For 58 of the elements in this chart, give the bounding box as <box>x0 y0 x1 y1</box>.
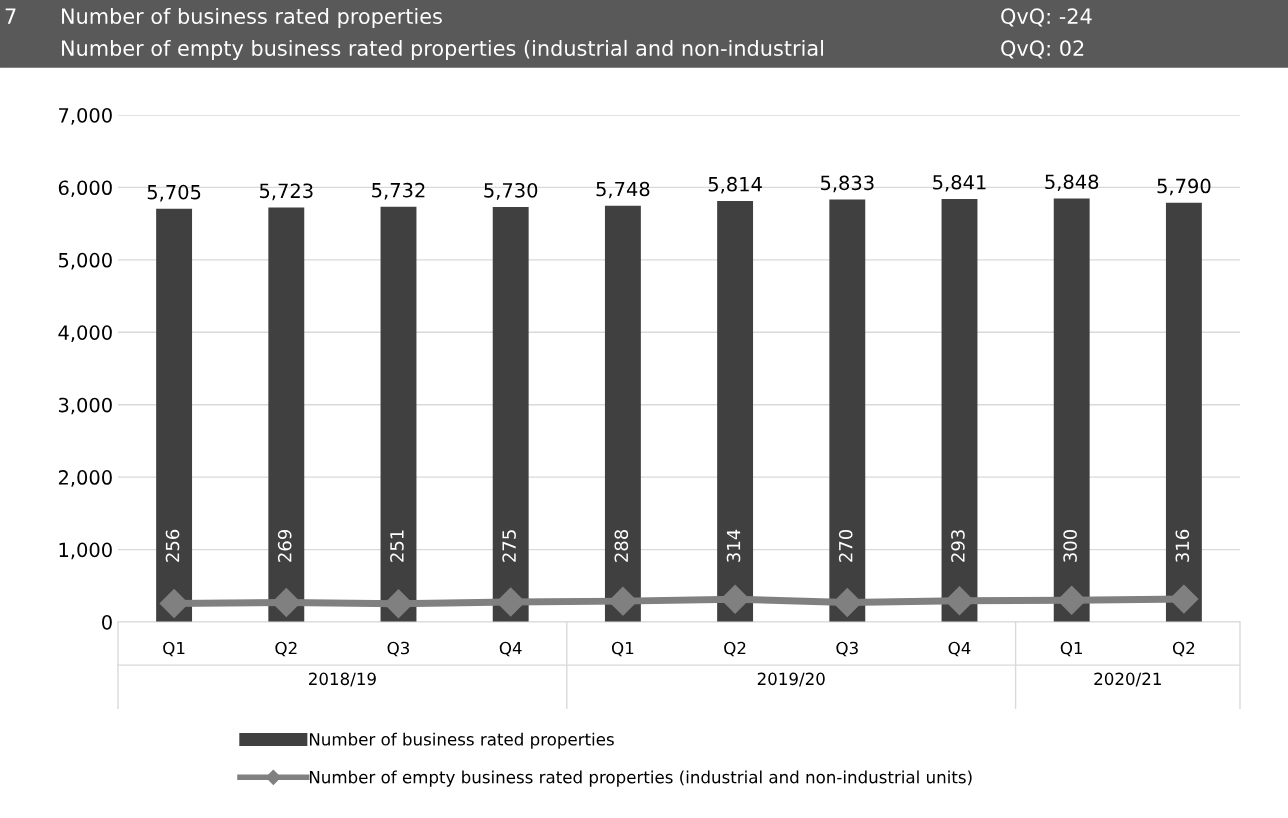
data-label: 300 <box>1063 529 1077 562</box>
data-label: 5,732 <box>372 182 425 200</box>
data-label: 5,814 <box>708 176 762 194</box>
data-label: 5,790 <box>1157 178 1211 196</box>
bar <box>829 199 866 622</box>
x-tick-label: Q3 <box>387 641 410 657</box>
data-label: 5,730 <box>484 182 538 200</box>
y-tick-label: 7,000 <box>59 107 112 125</box>
y-tick-label: 2,000 <box>58 470 112 487</box>
x-tick-label: Q3 <box>836 641 858 657</box>
x-tick-label: Q2 <box>724 641 746 657</box>
data-label: 5,705 <box>147 184 201 202</box>
bar <box>268 207 305 622</box>
bar <box>717 200 754 622</box>
data-label: 269 <box>277 529 292 562</box>
text: 7 <box>5 8 16 24</box>
x-tick-label: Q2 <box>275 641 297 657</box>
y-tick-label: 6,000 <box>58 180 112 198</box>
text: 2019/20 <box>757 672 825 687</box>
bar <box>1165 202 1202 622</box>
data-label: 288 <box>614 529 629 562</box>
data-label: 5,723 <box>259 183 313 201</box>
data-label: 314 <box>726 529 741 562</box>
x-tick-label: Q1 <box>163 641 185 657</box>
data-label: 293 <box>951 530 965 562</box>
bar <box>941 198 978 622</box>
data-label: 5,841 <box>933 174 986 192</box>
bar <box>156 208 193 622</box>
x-tick-label: Q1 <box>1060 641 1083 657</box>
y-tick-label: 1,000 <box>59 542 112 560</box>
bar <box>492 206 529 622</box>
y-tick-label: 5,000 <box>58 252 112 270</box>
x-tick-label: Q1 <box>611 641 634 657</box>
y-tick-label: 4,000 <box>58 325 112 342</box>
x-tick-label: Q2 <box>1172 641 1195 657</box>
data-label: 5,833 <box>820 175 874 193</box>
x-tick-label: Q4 <box>499 641 522 657</box>
data-label: 5,848 <box>1045 174 1099 192</box>
bar <box>604 205 641 622</box>
chart-title: Number of business rated properties <box>62 7 442 29</box>
text: QvQ: 02 <box>1001 40 1084 59</box>
x-tick-label: Q4 <box>948 641 971 657</box>
data-label: 256 <box>165 529 180 562</box>
text: 2018/19 <box>309 672 376 687</box>
data-label: 316 <box>1175 529 1190 562</box>
data-label: 251 <box>390 530 404 562</box>
legend-label: Number of business rated properties <box>309 732 614 749</box>
bar <box>1053 198 1090 622</box>
bar <box>380 206 417 622</box>
data-label: 275 <box>502 530 516 562</box>
chart-subtitle: Number of empty business rated properties (industrial and non-industrial <box>62 39 823 61</box>
data-label: 270 <box>838 529 853 562</box>
text: QvQ: -24 <box>1001 8 1092 27</box>
legend-label: Number of empty business rated properties (industrial and non-industrial units) <box>309 770 972 787</box>
y-tick-label: 0 <box>102 614 112 630</box>
y-tick-label: 3,000 <box>58 397 112 415</box>
data-label: 5,748 <box>596 181 650 199</box>
text: 2020/21 <box>1094 672 1161 687</box>
